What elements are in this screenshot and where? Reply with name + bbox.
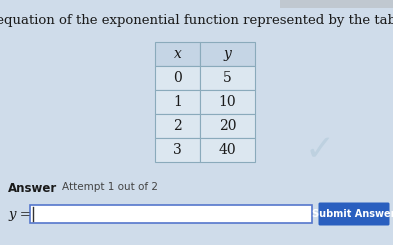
Text: y =: y = bbox=[8, 208, 31, 220]
Text: y: y bbox=[224, 47, 231, 61]
Text: 10: 10 bbox=[219, 95, 236, 109]
Text: x: x bbox=[174, 47, 182, 61]
Bar bbox=[200, 42, 255, 66]
Text: 40: 40 bbox=[219, 143, 236, 157]
Text: 3: 3 bbox=[173, 143, 182, 157]
Text: 5: 5 bbox=[223, 71, 232, 85]
Bar bbox=[155, 138, 200, 162]
Bar bbox=[200, 114, 255, 138]
Bar bbox=[200, 90, 255, 114]
Bar bbox=[155, 114, 200, 138]
Text: Attempt 1 out of 2: Attempt 1 out of 2 bbox=[62, 182, 158, 192]
Text: Answer: Answer bbox=[8, 182, 57, 195]
Text: 20: 20 bbox=[219, 119, 236, 133]
Text: 1: 1 bbox=[173, 95, 182, 109]
Text: Submit Answer: Submit Answer bbox=[312, 209, 393, 219]
FancyBboxPatch shape bbox=[318, 203, 389, 225]
Bar bbox=[200, 138, 255, 162]
Text: 0: 0 bbox=[173, 71, 182, 85]
Bar bbox=[200, 66, 255, 90]
Bar bbox=[155, 42, 200, 66]
Bar bbox=[280, 0, 393, 8]
Bar bbox=[30, 205, 312, 223]
Bar bbox=[155, 90, 200, 114]
Text: Find the equation of the exponential function represented by the table below:: Find the equation of the exponential fun… bbox=[0, 14, 393, 27]
Text: 2: 2 bbox=[173, 119, 182, 133]
Text: ✓: ✓ bbox=[305, 133, 335, 167]
Bar bbox=[155, 66, 200, 90]
